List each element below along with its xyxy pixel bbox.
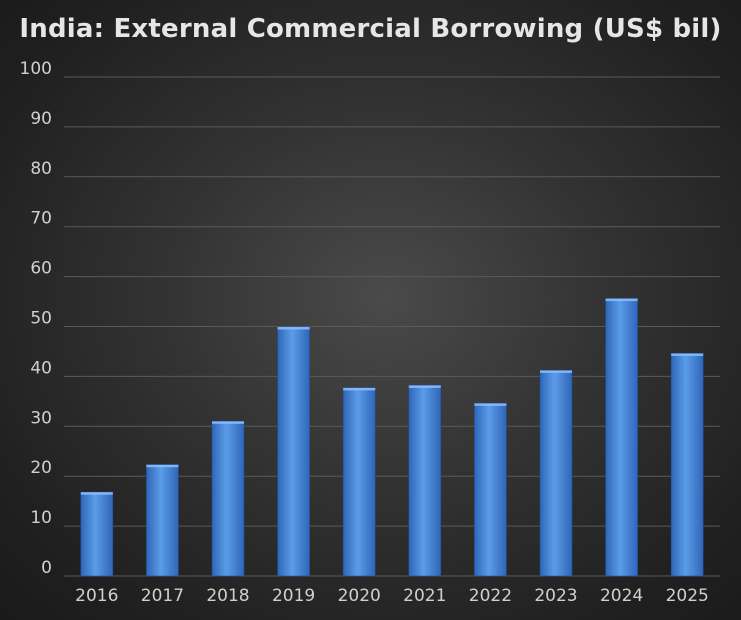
y-tick-label: 10 — [30, 508, 52, 528]
y-tick-label: 70 — [30, 209, 52, 229]
bar-highlight-2021 — [408, 385, 441, 388]
bar-2020 — [342, 387, 376, 577]
x-tick-label: 2020 — [338, 586, 381, 606]
bar-2019 — [277, 326, 310, 577]
y-tick-label: 40 — [30, 358, 52, 378]
y-axis: 0 10 20 30 40 50 60 70 80 90 100 — [20, 59, 52, 578]
bar-highlight-2020 — [343, 387, 376, 391]
y-tick-label: 20 — [30, 458, 52, 478]
bar-2024 — [605, 298, 638, 577]
y-tick-label: 90 — [30, 109, 52, 129]
chart-title: India: External Commercial Borrowing (US… — [19, 14, 722, 44]
y-tick-label: 0 — [41, 558, 52, 578]
y-tick-label: 50 — [30, 309, 52, 329]
bar-highlight-2022 — [474, 403, 507, 406]
x-tick-label: 2021 — [403, 586, 446, 606]
x-tick-label: 2022 — [469, 586, 512, 606]
y-tick-label: 60 — [30, 259, 52, 279]
x-tick-label: 2019 — [272, 586, 315, 606]
bar-highlight-2023 — [540, 370, 572, 373]
x-axis: 2016 2017 2018 2019 2020 2021 2022 2023 2024 2025 — [75, 586, 709, 606]
x-tick-label: 2017 — [141, 586, 184, 606]
x-tick-label: 2016 — [75, 586, 118, 606]
bar-highlight-2018 — [212, 421, 244, 424]
bar-highlight-2024 — [605, 298, 638, 302]
x-tick-label: 2025 — [666, 586, 709, 606]
bar-2016 — [80, 491, 114, 577]
y-tick-label: 100 — [20, 59, 52, 79]
bar-2018 — [211, 421, 245, 577]
bar-highlight-2017 — [146, 464, 179, 468]
bar-2025 — [670, 353, 704, 577]
bar-highlight-2019 — [277, 326, 310, 330]
x-tick-label: 2024 — [600, 586, 643, 606]
bar-2023 — [539, 370, 573, 577]
bar-2022 — [474, 403, 507, 577]
x-tick-label: 2018 — [206, 586, 249, 606]
y-tick-label: 30 — [30, 408, 52, 428]
x-tick-label: 2023 — [534, 586, 577, 606]
bar-2021 — [408, 385, 442, 577]
bar-highlight-2016 — [80, 492, 113, 495]
y-tick-label: 80 — [30, 159, 52, 179]
bar-highlight-2025 — [671, 353, 704, 356]
bars — [80, 298, 704, 577]
bar-2017 — [146, 464, 179, 577]
